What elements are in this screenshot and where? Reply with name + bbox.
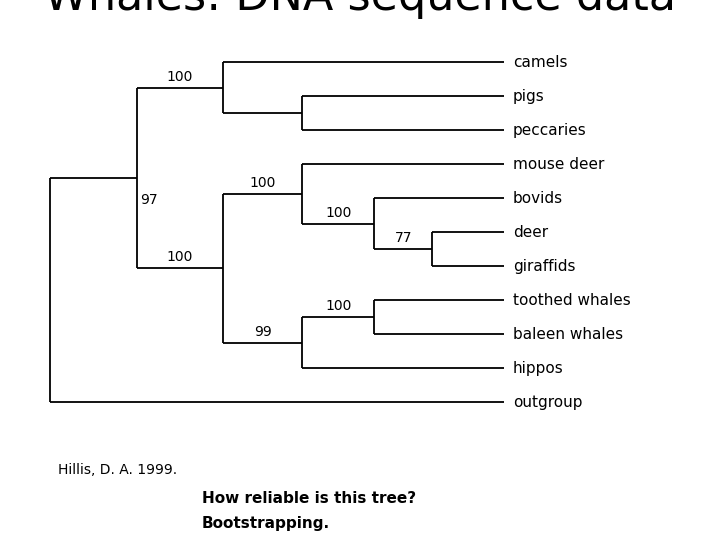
- Text: Hillis, D. A. 1999.: Hillis, D. A. 1999.: [58, 463, 176, 477]
- Text: 100: 100: [325, 299, 351, 313]
- Text: 99: 99: [254, 325, 271, 339]
- Text: 100: 100: [250, 176, 276, 190]
- Text: 77: 77: [395, 231, 412, 245]
- Text: bovids: bovids: [513, 191, 563, 206]
- Text: pigs: pigs: [513, 89, 544, 104]
- Text: camels: camels: [513, 55, 567, 70]
- Text: baleen whales: baleen whales: [513, 327, 623, 342]
- Text: 100: 100: [167, 250, 193, 264]
- Text: 97: 97: [140, 193, 158, 207]
- Text: hippos: hippos: [513, 361, 563, 376]
- Title: Whales: DNA sequence data: Whales: DNA sequence data: [44, 0, 676, 19]
- Text: peccaries: peccaries: [513, 123, 586, 138]
- Text: outgroup: outgroup: [513, 395, 582, 409]
- Text: How reliable is this tree?: How reliable is this tree?: [202, 491, 415, 507]
- Text: giraffids: giraffids: [513, 259, 575, 274]
- Text: toothed whales: toothed whales: [513, 293, 631, 308]
- Text: mouse deer: mouse deer: [513, 157, 604, 172]
- Text: 100: 100: [325, 206, 351, 220]
- Text: Bootstrapping.: Bootstrapping.: [202, 516, 330, 531]
- Text: deer: deer: [513, 225, 548, 240]
- Text: 100: 100: [167, 70, 193, 84]
